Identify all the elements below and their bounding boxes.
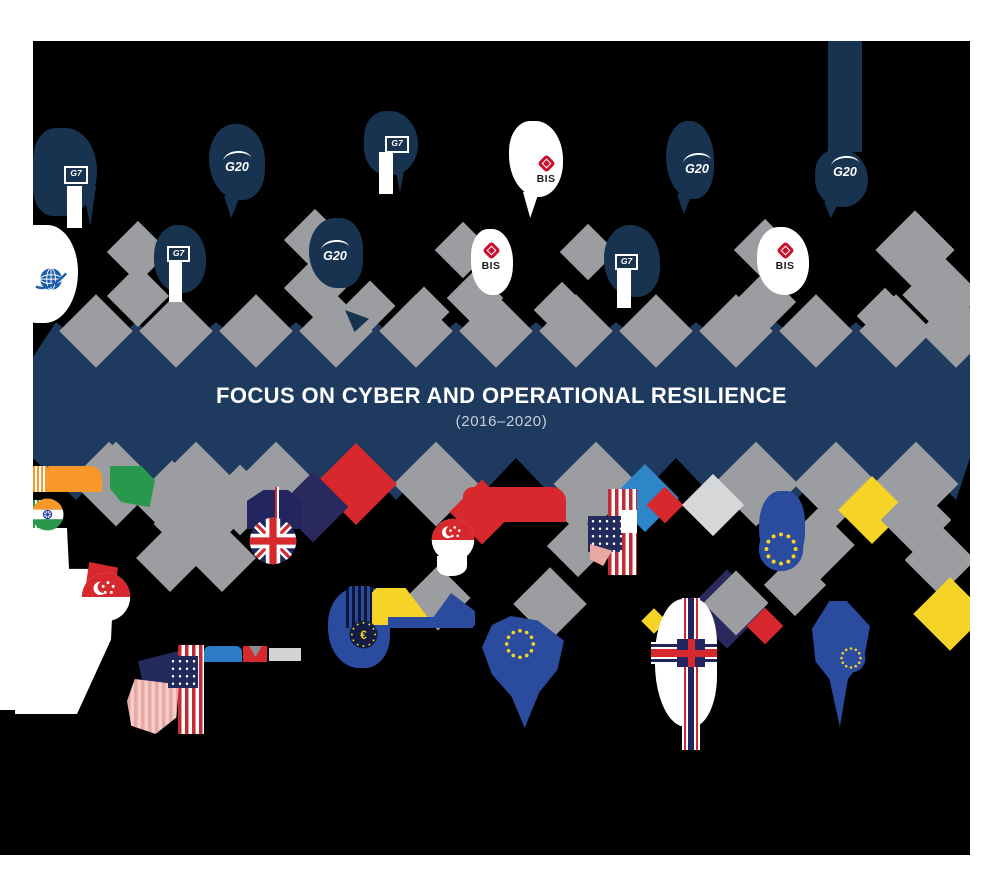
singapore-flag-icon bbox=[81, 572, 131, 622]
eu-flag-icon bbox=[499, 623, 541, 665]
g7-flag-label: G7 bbox=[391, 138, 403, 148]
g20-logo-icon: G20 bbox=[318, 238, 352, 263]
pin-fragment bbox=[621, 510, 637, 533]
eu-flag-icon bbox=[836, 643, 866, 673]
pin-fragment-silver bbox=[269, 648, 301, 661]
milestone-pin-bis bbox=[757, 227, 809, 295]
uk-flag-icon bbox=[249, 517, 297, 565]
g20-label: G20 bbox=[323, 249, 347, 263]
eu-blue-bar bbox=[388, 617, 473, 628]
g20-logo-icon: G20 bbox=[680, 151, 714, 176]
singapore-flag-red bbox=[463, 487, 566, 522]
milestone-pin-g20 bbox=[209, 124, 265, 200]
bis-label: BIS bbox=[536, 173, 556, 185]
pin-fragment bbox=[437, 556, 467, 576]
bis-label: BIS bbox=[481, 260, 501, 272]
bis-diamond-icon bbox=[536, 154, 556, 173]
g20-logo-icon: G20 bbox=[828, 154, 862, 179]
euro-symbol: € bbox=[360, 629, 367, 642]
pin-pole-gap bbox=[617, 270, 631, 308]
g20-label: G20 bbox=[833, 165, 857, 179]
page-margin-top bbox=[0, 0, 1000, 41]
g7-flag-icon: G7 bbox=[64, 166, 88, 184]
eu-flag-icon bbox=[758, 526, 804, 572]
milestone-pin-g20 bbox=[309, 218, 363, 288]
g7-flag-icon: G7 bbox=[615, 254, 638, 270]
singapore-flag-icon bbox=[431, 518, 475, 562]
timeline-bar bbox=[828, 41, 862, 152]
milestone-pin-bis bbox=[509, 121, 563, 197]
banner-title: FOCUS ON CYBER AND OPERATIONAL RESILIENC… bbox=[216, 383, 787, 408]
pin-pole-gap bbox=[67, 186, 82, 228]
uk-pin-pole-white bbox=[277, 487, 279, 530]
uk-pin-pole-red bbox=[275, 487, 277, 530]
g7-flag-label: G7 bbox=[620, 256, 633, 266]
bis-diamond-icon bbox=[481, 241, 501, 260]
bis-logo-icon: BIS bbox=[476, 241, 506, 272]
ecb-logo-icon: € bbox=[349, 620, 378, 649]
milestone-pin-g20 bbox=[815, 149, 868, 207]
bis-logo-icon: BIS bbox=[530, 154, 562, 185]
swift-globe-icon bbox=[35, 267, 68, 291]
pin-fragment-blue bbox=[204, 646, 242, 662]
uk-cross-center-red-h bbox=[677, 650, 705, 657]
us-flag-icon bbox=[168, 656, 198, 688]
g20-label: G20 bbox=[225, 160, 249, 174]
page-margin-left bbox=[0, 41, 33, 710]
india-flag-orange-band bbox=[46, 466, 102, 492]
pin-fragment-chevron bbox=[249, 646, 262, 657]
india-flag-fringe bbox=[33, 466, 47, 492]
milestone-pin-g20 bbox=[666, 121, 714, 199]
page-margin-bottom bbox=[0, 855, 1000, 875]
milestone-pin-bis bbox=[471, 229, 513, 295]
banner-subtitle: (2016–2020) bbox=[455, 413, 548, 430]
us-flag-icon bbox=[588, 516, 622, 552]
page-margin-right bbox=[970, 0, 1000, 875]
bis-diamond-icon bbox=[775, 241, 795, 260]
pin-pole-gap bbox=[169, 262, 182, 302]
pin-pole-gap bbox=[379, 152, 393, 194]
g7-flag-label: G7 bbox=[70, 168, 82, 178]
india-flag-icon bbox=[31, 498, 64, 531]
g7-flag-icon: G7 bbox=[167, 246, 190, 262]
g7-flag-label: G7 bbox=[172, 248, 185, 258]
uk-cross-vertical bbox=[682, 598, 700, 750]
g20-logo-icon: G20 bbox=[220, 149, 254, 174]
g20-label: G20 bbox=[685, 162, 709, 176]
g7-flag-icon: G7 bbox=[385, 136, 409, 153]
bis-label: BIS bbox=[775, 260, 795, 272]
bis-logo-icon: BIS bbox=[770, 241, 800, 272]
